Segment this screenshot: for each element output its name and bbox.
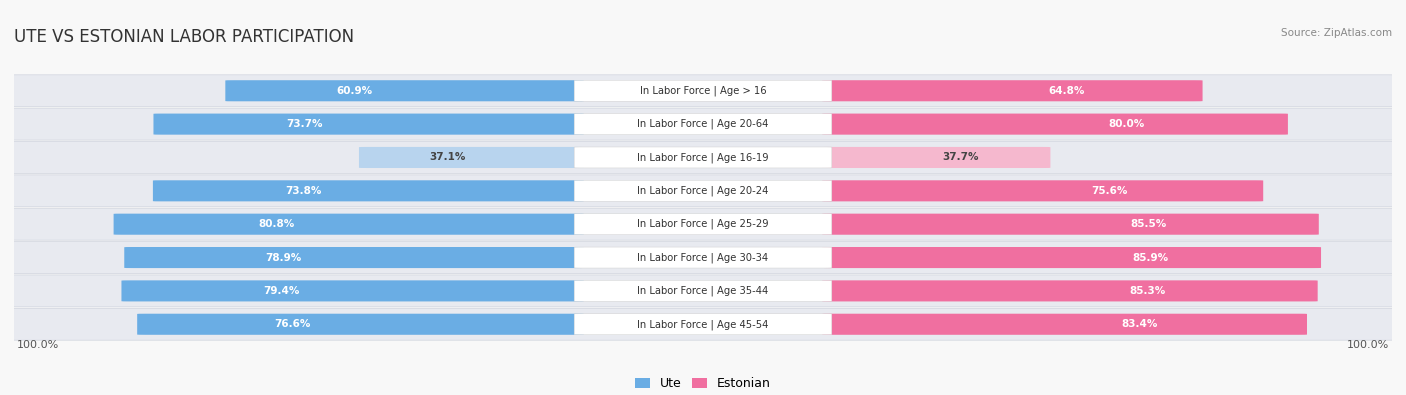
Text: 100.0%: 100.0% [1347, 340, 1389, 350]
Text: 75.6%: 75.6% [1091, 186, 1128, 196]
Text: 83.4%: 83.4% [1122, 319, 1159, 329]
Text: 85.3%: 85.3% [1129, 286, 1166, 296]
FancyBboxPatch shape [6, 308, 1400, 340]
FancyBboxPatch shape [225, 80, 583, 101]
FancyBboxPatch shape [114, 214, 583, 235]
Text: In Labor Force | Age 25-29: In Labor Force | Age 25-29 [637, 219, 769, 229]
FancyBboxPatch shape [153, 114, 583, 135]
FancyBboxPatch shape [823, 214, 1319, 235]
Text: 37.7%: 37.7% [942, 152, 979, 162]
FancyBboxPatch shape [6, 175, 1400, 207]
Text: 60.9%: 60.9% [336, 86, 373, 96]
Text: 78.9%: 78.9% [266, 252, 302, 263]
Text: In Labor Force | Age 20-24: In Labor Force | Age 20-24 [637, 186, 769, 196]
FancyBboxPatch shape [823, 147, 1050, 168]
Text: In Labor Force | Age > 16: In Labor Force | Age > 16 [640, 85, 766, 96]
FancyBboxPatch shape [124, 247, 583, 268]
FancyBboxPatch shape [6, 275, 1400, 307]
FancyBboxPatch shape [574, 314, 832, 335]
Text: 85.5%: 85.5% [1130, 219, 1167, 229]
FancyBboxPatch shape [121, 280, 583, 301]
FancyBboxPatch shape [574, 80, 832, 101]
Text: 80.8%: 80.8% [257, 219, 294, 229]
Text: In Labor Force | Age 45-54: In Labor Force | Age 45-54 [637, 319, 769, 329]
FancyBboxPatch shape [153, 180, 583, 201]
FancyBboxPatch shape [138, 314, 583, 335]
FancyBboxPatch shape [823, 180, 1263, 201]
FancyBboxPatch shape [823, 114, 1288, 135]
Text: 100.0%: 100.0% [17, 340, 59, 350]
FancyBboxPatch shape [574, 181, 832, 201]
FancyBboxPatch shape [6, 242, 1400, 273]
FancyBboxPatch shape [6, 208, 1400, 240]
FancyBboxPatch shape [574, 114, 832, 135]
Text: In Labor Force | Age 16-19: In Labor Force | Age 16-19 [637, 152, 769, 163]
FancyBboxPatch shape [823, 280, 1317, 301]
Text: 76.6%: 76.6% [274, 319, 311, 329]
Text: 73.7%: 73.7% [285, 119, 322, 129]
FancyBboxPatch shape [823, 247, 1322, 268]
FancyBboxPatch shape [6, 75, 1400, 107]
Text: Source: ZipAtlas.com: Source: ZipAtlas.com [1281, 28, 1392, 38]
FancyBboxPatch shape [574, 214, 832, 235]
Text: In Labor Force | Age 20-64: In Labor Force | Age 20-64 [637, 119, 769, 130]
Text: 64.8%: 64.8% [1049, 86, 1085, 96]
Text: 79.4%: 79.4% [263, 286, 299, 296]
Legend: Ute, Estonian: Ute, Estonian [630, 372, 776, 395]
FancyBboxPatch shape [823, 80, 1202, 101]
Text: 73.8%: 73.8% [285, 186, 322, 196]
FancyBboxPatch shape [6, 141, 1400, 173]
Text: 80.0%: 80.0% [1109, 119, 1144, 129]
FancyBboxPatch shape [359, 147, 583, 168]
FancyBboxPatch shape [6, 108, 1400, 140]
FancyBboxPatch shape [823, 314, 1308, 335]
FancyBboxPatch shape [574, 147, 832, 168]
Text: 37.1%: 37.1% [430, 152, 467, 162]
Text: In Labor Force | Age 35-44: In Labor Force | Age 35-44 [637, 286, 769, 296]
Text: In Labor Force | Age 30-34: In Labor Force | Age 30-34 [637, 252, 769, 263]
Text: 85.9%: 85.9% [1132, 252, 1168, 263]
FancyBboxPatch shape [574, 280, 832, 301]
FancyBboxPatch shape [574, 247, 832, 268]
Text: UTE VS ESTONIAN LABOR PARTICIPATION: UTE VS ESTONIAN LABOR PARTICIPATION [14, 28, 354, 46]
